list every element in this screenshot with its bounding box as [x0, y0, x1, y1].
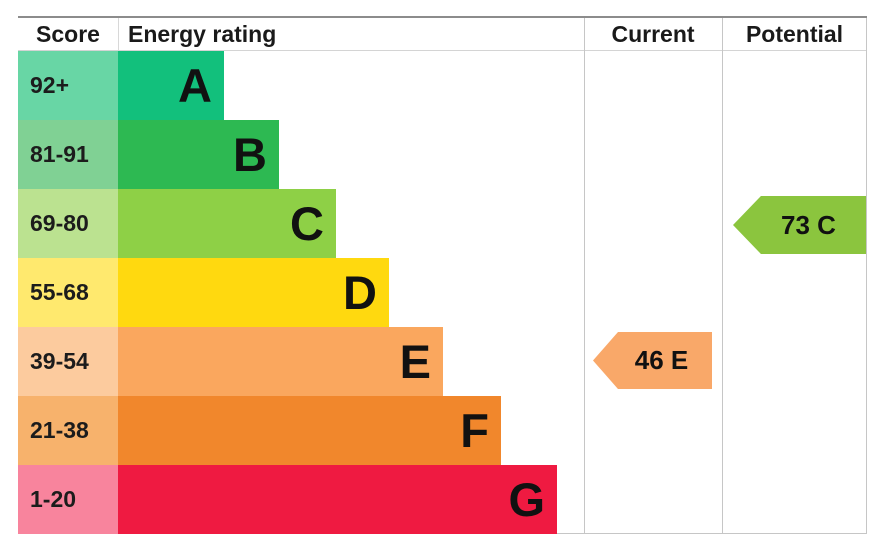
band-row-e: 39-54 E [18, 327, 867, 396]
score-cell-f: 21-38 [18, 396, 118, 465]
score-cell-e: 39-54 [18, 327, 118, 396]
energy-rating-column-header: Energy rating [128, 21, 277, 47]
chart-frame: Score Energy rating Current Potential 92… [18, 16, 867, 534]
score-cell-a: 92+ [18, 51, 118, 120]
rating-bar-g: G [118, 465, 557, 534]
band-row-g: 1-20 G [18, 465, 867, 534]
band-row-a: 92+ A [18, 51, 867, 120]
column-divider-current [584, 18, 585, 533]
band-row-b: 81-91 B [18, 120, 867, 189]
current-column-header: Current [611, 21, 695, 47]
band-row-d: 55-68 D [18, 258, 867, 327]
band-row-f: 21-38 F [18, 396, 867, 465]
score-column-header: Score [36, 21, 100, 47]
score-cell-c: 69-80 [18, 189, 118, 258]
band-row-c: 69-80 C [18, 189, 867, 258]
current-rating-arrow: 46 E [593, 332, 712, 389]
column-divider-score [118, 18, 119, 50]
potential-rating-arrow: 73 C [733, 196, 866, 254]
score-cell-d: 55-68 [18, 258, 118, 327]
column-divider-right-edge [866, 18, 867, 533]
rating-bar-f: F [118, 396, 501, 465]
rating-bar-d: D [118, 258, 389, 327]
header-underline [18, 50, 867, 51]
score-cell-g: 1-20 [18, 465, 118, 534]
score-cell-b: 81-91 [18, 120, 118, 189]
band-rows: 92+ A 81-91 B 69-80 C 55-68 D 39-54 E 21… [18, 51, 867, 534]
rating-bar-a: A [118, 51, 224, 120]
column-divider-potential [722, 18, 723, 533]
rating-bar-c: C [118, 189, 336, 258]
rating-bar-b: B [118, 120, 279, 189]
potential-column-header: Potential [745, 21, 844, 47]
rating-bar-e: E [118, 327, 443, 396]
